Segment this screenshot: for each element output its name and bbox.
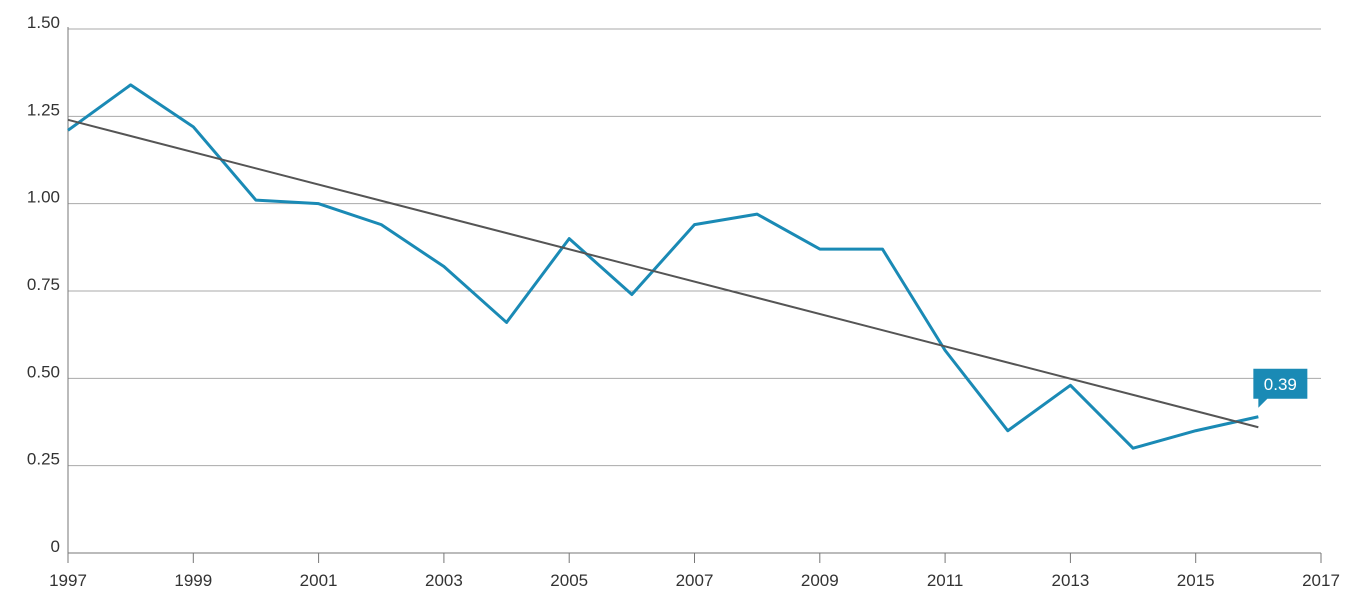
x-tick-label: 2015 bbox=[1177, 571, 1215, 590]
y-tick-label: 1.25 bbox=[27, 100, 60, 119]
data-line bbox=[67, 83, 1259, 450]
y-tick-label: 0.25 bbox=[27, 450, 60, 469]
trend-line bbox=[67, 118, 1259, 429]
x-tick-label: 2003 bbox=[425, 571, 463, 590]
x-tick-label: 2009 bbox=[801, 571, 839, 590]
x-tick-label: 1999 bbox=[174, 571, 212, 590]
x-tick-label: 2001 bbox=[300, 571, 338, 590]
y-tick-label: 0.75 bbox=[27, 275, 60, 294]
x-tick-label: 2017 bbox=[1302, 571, 1340, 590]
x-tick-label: 2011 bbox=[927, 571, 964, 590]
y-tick-label: 1.00 bbox=[27, 188, 60, 207]
y-tick-label: 0.50 bbox=[27, 362, 60, 381]
value-label: 0.39 bbox=[1264, 375, 1297, 394]
y-tick-label: 0 bbox=[51, 537, 60, 556]
x-tick-label: 1997 bbox=[49, 571, 87, 590]
callout-box bbox=[1253, 368, 1308, 408]
x-tick-label: 2013 bbox=[1051, 571, 1089, 590]
y-tick-label: 1.50 bbox=[27, 13, 60, 32]
x-tick-label: 2005 bbox=[550, 571, 588, 590]
x-tick-label: 2007 bbox=[676, 571, 714, 590]
